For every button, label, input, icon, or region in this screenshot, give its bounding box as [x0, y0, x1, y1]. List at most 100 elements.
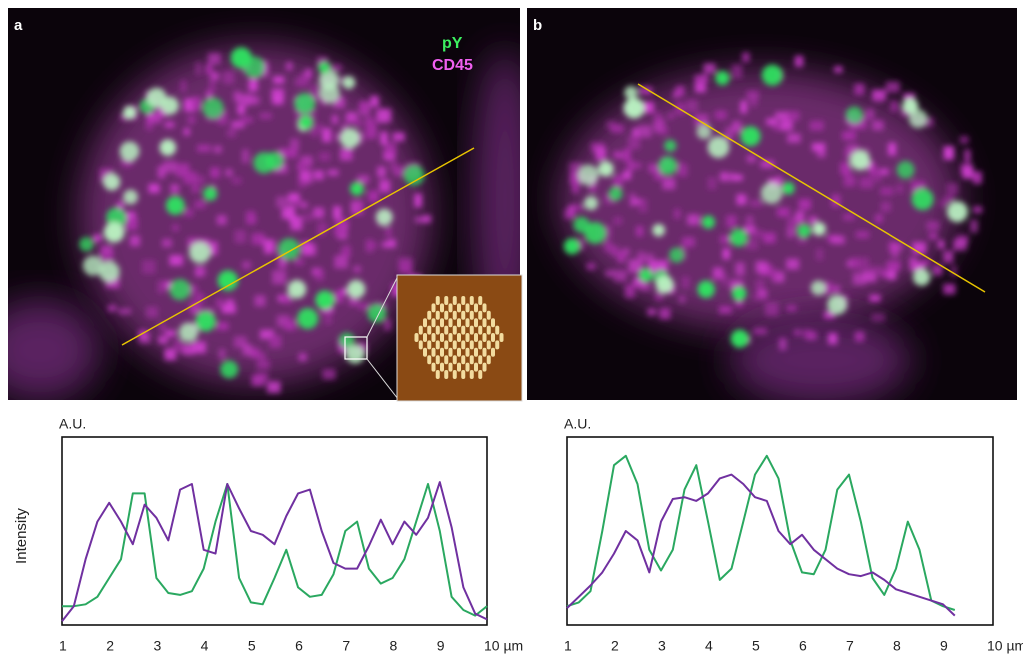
origami-tile	[470, 311, 474, 320]
origami-tile	[466, 318, 470, 327]
data-line	[567, 475, 955, 616]
magenta-speck	[854, 84, 864, 95]
magenta-speck	[379, 180, 390, 192]
magenta-speck	[269, 335, 281, 348]
origami-tile	[487, 340, 491, 349]
origami-tile	[432, 363, 436, 372]
magenta-speck	[158, 280, 165, 293]
magenta-speck	[195, 266, 206, 276]
magenta-speck	[284, 320, 296, 330]
magenta-speck	[851, 258, 860, 269]
origami-tile	[457, 333, 461, 342]
magenta-speck	[874, 169, 881, 183]
magenta-speck	[828, 333, 837, 344]
green-spot	[203, 187, 217, 201]
magenta-speck	[687, 214, 700, 225]
green-spot	[761, 182, 783, 204]
origami-tile	[474, 303, 478, 312]
origami-tile	[491, 318, 495, 327]
magenta-speck	[214, 146, 222, 153]
magenta-speck	[662, 178, 675, 190]
magenta-speck	[354, 118, 363, 127]
magenta-speck	[222, 305, 236, 314]
magenta-speck	[314, 170, 324, 180]
origami-tile	[436, 340, 440, 349]
magenta-speck	[414, 194, 421, 208]
magenta-speck	[775, 112, 788, 119]
origami-tile	[419, 326, 423, 335]
origami-tile	[440, 363, 444, 372]
magenta-speck	[896, 184, 903, 193]
magenta-speck	[370, 122, 376, 132]
green-spot	[278, 238, 300, 260]
magenta-speck	[242, 261, 250, 268]
magenta-speck	[803, 329, 811, 338]
origami-tile	[487, 355, 491, 364]
magenta-speck	[636, 226, 643, 236]
origami-tile	[444, 355, 448, 364]
origami-tile	[470, 355, 474, 364]
magenta-speck	[746, 239, 758, 250]
green-spot	[912, 188, 934, 210]
magenta-speck	[843, 214, 854, 221]
x-tick-label: 1	[59, 638, 67, 654]
magenta-speck	[872, 121, 884, 131]
origami-tile	[478, 370, 482, 379]
green-spot	[624, 86, 637, 99]
magenta-speck	[659, 308, 670, 319]
green-spot	[947, 201, 968, 222]
magenta-speck	[227, 129, 236, 137]
magenta-speck	[840, 162, 850, 174]
magenta-speck	[170, 184, 179, 193]
origami-tile	[491, 348, 495, 357]
data-line	[62, 484, 487, 616]
magenta-speck	[855, 331, 865, 341]
magenta-speck	[960, 136, 969, 143]
panel-label: a	[14, 17, 23, 34]
magenta-speck	[611, 125, 624, 133]
green-spot	[218, 270, 238, 290]
magenta-speck	[311, 130, 318, 137]
magenta-speck	[713, 267, 723, 279]
origami-tile	[432, 333, 436, 342]
magenta-speck	[126, 217, 138, 229]
magenta-speck	[926, 221, 939, 230]
data-line	[62, 482, 487, 621]
x-tick-label: 4	[705, 638, 713, 654]
green-spot	[318, 61, 330, 73]
green-spot	[288, 280, 307, 299]
origami-tile	[478, 326, 482, 335]
magenta-speck	[377, 166, 386, 177]
origami-tile	[453, 311, 457, 320]
origami-tile	[461, 311, 465, 320]
origami-tile	[453, 370, 457, 379]
magenta-speck	[765, 302, 779, 316]
magenta-speck	[376, 109, 390, 123]
magenta-speck	[149, 184, 160, 193]
magenta-speck	[695, 75, 707, 84]
magenta-speck	[613, 175, 623, 188]
magenta-speck	[322, 369, 335, 379]
magenta-speck	[340, 289, 347, 295]
magenta-speck	[240, 117, 253, 123]
x-tick-label: 7	[846, 638, 854, 654]
green-spot	[160, 139, 177, 156]
magenta-speck	[257, 360, 270, 369]
magenta-speck	[720, 172, 728, 181]
green-spot	[598, 161, 613, 176]
magenta-speck	[146, 117, 153, 130]
x-tick-label: 6	[799, 638, 807, 654]
magenta-speck	[890, 101, 898, 112]
magenta-speck	[234, 230, 246, 243]
magenta-speck	[139, 332, 150, 344]
green-spot	[294, 93, 315, 114]
green-spot	[664, 140, 676, 152]
magenta-speck	[158, 166, 166, 178]
magenta-speck	[284, 148, 297, 158]
x-tick-label: 10 µm	[987, 638, 1023, 654]
magenta-speck	[173, 339, 183, 352]
magenta-speck	[237, 95, 248, 107]
origami-tile	[427, 311, 431, 320]
magenta-speck	[624, 149, 631, 162]
magenta-speck	[176, 163, 189, 177]
